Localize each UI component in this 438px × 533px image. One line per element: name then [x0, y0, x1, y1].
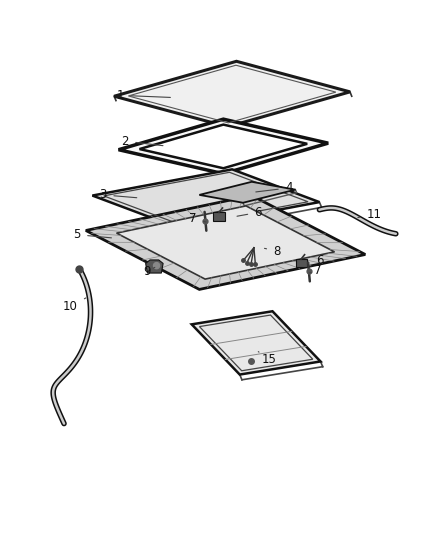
- Circle shape: [153, 263, 159, 269]
- Text: 3: 3: [99, 188, 137, 201]
- Text: 7: 7: [189, 212, 206, 225]
- Text: 9: 9: [143, 265, 155, 278]
- Polygon shape: [117, 206, 335, 279]
- Polygon shape: [199, 182, 295, 203]
- Text: 8: 8: [265, 245, 281, 258]
- Polygon shape: [146, 260, 163, 273]
- Text: 15: 15: [258, 352, 277, 366]
- Text: 5: 5: [74, 228, 111, 241]
- Polygon shape: [86, 196, 365, 289]
- Text: 4: 4: [256, 181, 293, 195]
- Polygon shape: [92, 169, 319, 228]
- Text: 11: 11: [358, 208, 381, 221]
- Text: 6: 6: [308, 254, 323, 268]
- Text: 1: 1: [117, 89, 170, 102]
- Text: 6: 6: [237, 206, 262, 219]
- Polygon shape: [213, 212, 225, 221]
- Text: 10: 10: [63, 298, 86, 313]
- Text: 2: 2: [121, 135, 163, 148]
- Polygon shape: [114, 61, 350, 127]
- Polygon shape: [296, 259, 307, 267]
- Polygon shape: [140, 125, 307, 168]
- Polygon shape: [192, 311, 321, 375]
- Text: 7: 7: [309, 264, 321, 277]
- Polygon shape: [119, 119, 328, 174]
